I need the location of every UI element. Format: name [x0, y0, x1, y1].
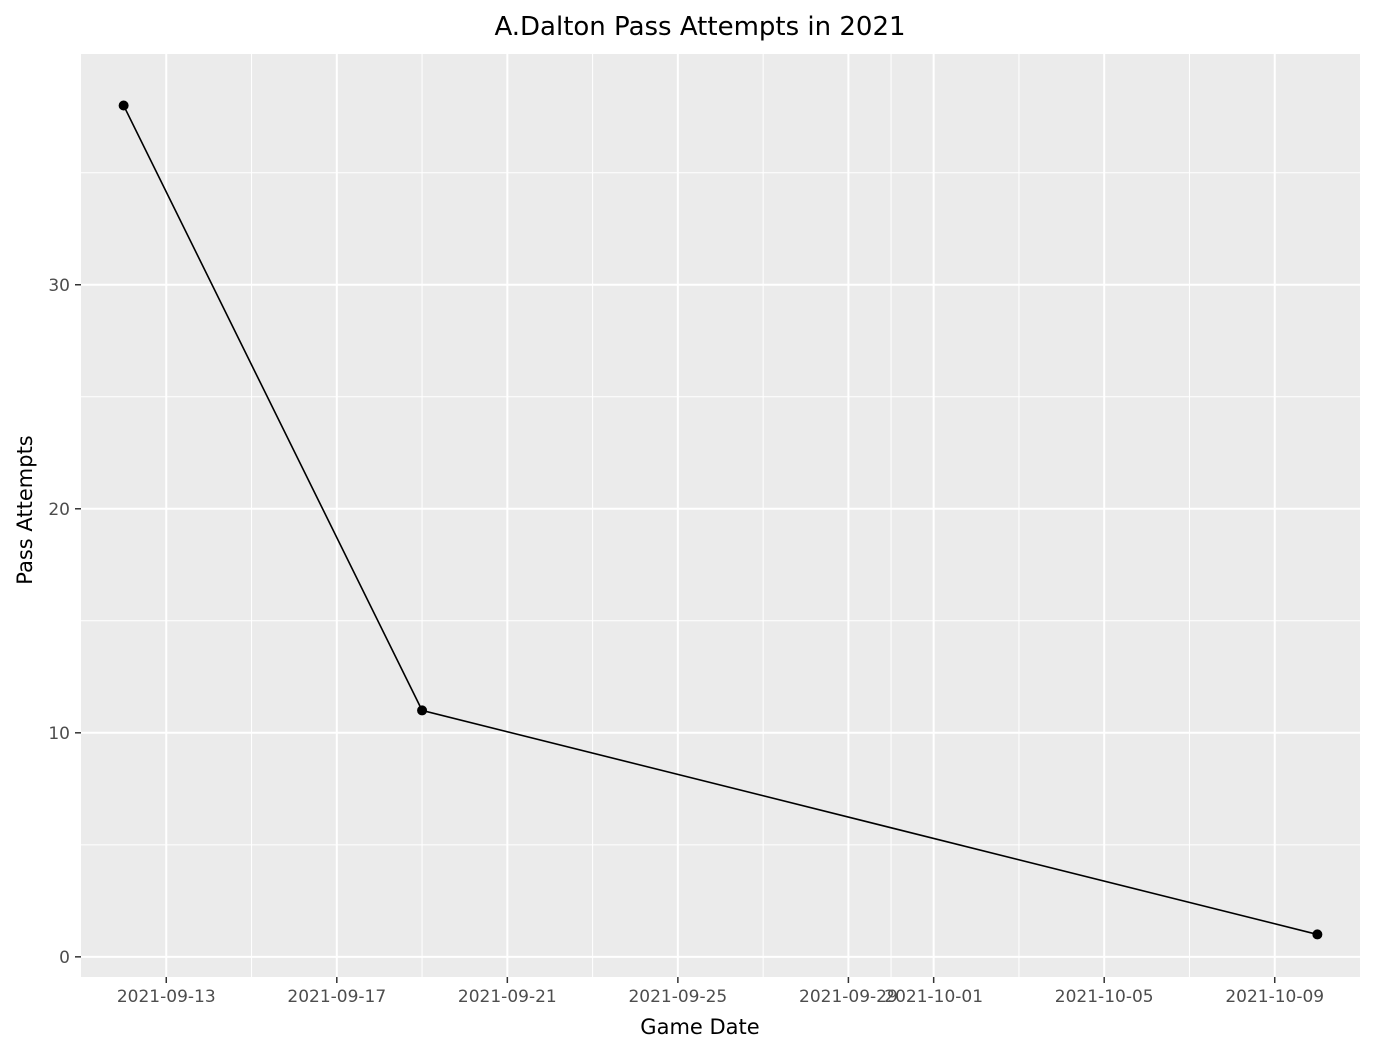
y-tick-label: 10 [48, 724, 70, 744]
x-tick-label: 2021-10-01 [884, 987, 983, 1007]
data-point [1312, 929, 1323, 940]
major-gridlines [81, 54, 1360, 977]
y-tick-label: 0 [59, 948, 70, 968]
plot-panel [81, 54, 1360, 977]
x-tick-label: 2021-09-21 [458, 987, 557, 1007]
y-tick-label: 30 [48, 276, 70, 296]
x-tick-label: 2021-10-09 [1225, 987, 1324, 1007]
data-point [118, 100, 129, 111]
chart-title: A.Dalton Pass Attempts in 2021 [494, 12, 905, 42]
x-axis: 2021-09-13 2021-09-17 2021-09-21 2021-09-25… [117, 977, 1324, 1007]
y-tick-label: 20 [48, 500, 70, 520]
data-point [417, 705, 428, 716]
x-axis-title: Game Date [640, 1015, 759, 1039]
x-tick-label: 2021-09-25 [628, 987, 727, 1007]
y-axis-title: Pass Attempts [13, 435, 37, 585]
series-layer [118, 100, 1323, 940]
y-axis: 0 10 20 30 [48, 276, 81, 968]
x-tick-label: 2021-10-05 [1055, 987, 1154, 1007]
x-tick-label: 2021-09-17 [287, 987, 386, 1007]
minor-gridlines [81, 54, 1360, 977]
x-tick-label: 2021-09-29 [799, 987, 898, 1007]
x-tick-label: 2021-09-13 [117, 987, 216, 1007]
